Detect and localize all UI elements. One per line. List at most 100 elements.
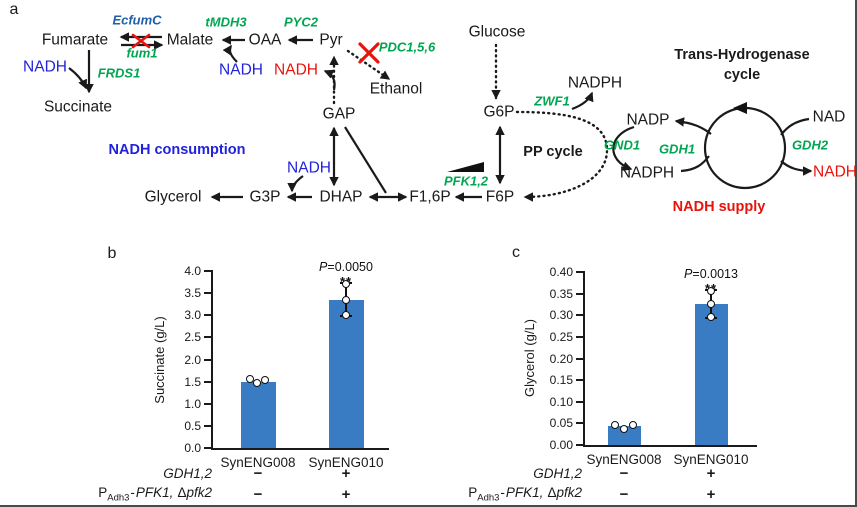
pathway-diagram	[68, 32, 813, 202]
y-axis	[211, 270, 213, 450]
node-f6p: F6P	[485, 188, 515, 206]
p-value: P=0.0050	[319, 260, 373, 275]
y-tick-label: 0.0	[184, 441, 201, 455]
node-nadp: NADP	[626, 111, 670, 129]
data-point	[261, 376, 269, 385]
title-pp-cycle: PP cycle	[523, 143, 583, 160]
data-point	[342, 295, 350, 304]
y-tick	[204, 380, 211, 383]
data-point	[253, 378, 261, 387]
genotype-row2-label: PAdh3-PFK1, Δpfk2	[98, 485, 212, 504]
title-trans-hydrogenase: Trans-Hydrogenase	[674, 46, 810, 63]
x-label-SynENG010: SynENG010	[308, 455, 384, 470]
gene-zwf1: ZWF1	[534, 93, 570, 109]
arrow-nadh-into-mdh	[222, 44, 238, 63]
y-tick-label: 2.5	[184, 330, 201, 345]
genotype-row2-value-syneng010: +	[706, 486, 716, 503]
cofactor-nadh-output: NADH	[813, 163, 857, 181]
y-tick-label: 0.30	[549, 308, 573, 323]
y-tick	[576, 444, 583, 446]
significance-stars: **	[704, 281, 718, 297]
x-label-SynENG008: SynENG008	[586, 452, 662, 467]
y-tick	[576, 292, 583, 295]
title-nadh-supply: NADH supply	[672, 198, 766, 215]
node-glucose: Glucose	[468, 23, 526, 41]
cofactor-nadh-dhap: NADH	[287, 159, 331, 177]
gene-pyc2: PYC2	[284, 14, 318, 30]
node-ethanol: Ethanol	[369, 80, 423, 98]
panel-label-b: b	[107, 245, 117, 262]
red-x-fum1	[131, 33, 151, 49]
data-point	[620, 425, 628, 434]
y-tick	[204, 314, 211, 317]
y-tick-label: 3.5	[184, 286, 201, 301]
bar-SynENG010	[694, 304, 728, 445]
gene-gdh1: GDH1	[658, 141, 696, 157]
genotype-row2-label: PAdh3-PFK1, Δpfk2	[468, 485, 582, 504]
node-f16p: F1,6P	[409, 188, 451, 206]
data-point	[342, 280, 350, 289]
genotype-row1-value-syneng010: +	[341, 465, 351, 482]
bar-SynENG008	[607, 426, 641, 445]
y-tick	[576, 357, 583, 360]
y-tick-label: 0.20	[549, 351, 573, 366]
gene-pfk12: PFK1,2	[443, 173, 489, 189]
gene-gnd1: GND1	[603, 137, 641, 153]
x-label-SynENG008: SynENG008	[220, 455, 296, 470]
node-pyr: Pyr	[319, 31, 343, 49]
x-label-SynENG010: SynENG010	[673, 452, 749, 467]
node-succinate: Succinate	[43, 98, 113, 116]
arrow-nadh-into-g3p	[287, 175, 304, 193]
genotype-row2-value-syneng008: −	[253, 486, 263, 503]
arrow-pyr-to-ethanol-dotted	[346, 49, 391, 81]
pfk-upregulation-wedge	[447, 162, 484, 172]
arrow-nadh-into-frds	[68, 67, 88, 90]
data-point	[707, 287, 715, 296]
y-tick	[576, 271, 583, 273]
significance-stars: **	[339, 274, 353, 290]
title-nadh-consumption: NADH consumption	[108, 141, 246, 158]
y-tick	[576, 400, 583, 403]
cofactor-nadh-gap: NADH	[274, 61, 318, 79]
gene-pdc156: PDC1,5,6	[378, 39, 436, 55]
data-point	[342, 311, 350, 320]
y-tick	[204, 270, 211, 272]
y-tick-label: 0.15	[549, 373, 573, 388]
y-tick	[576, 335, 583, 338]
y-tick-label: 0.10	[549, 394, 573, 409]
arrow-nadp-to-nadph-gnd1	[612, 125, 635, 171]
y-tick-label: 2.0	[184, 352, 201, 367]
genotype-row1-label: GDH1,2	[533, 466, 582, 481]
cycle-direction-arrowhead	[733, 102, 747, 114]
title-trans-hydrogenase-cycle: cycle	[723, 66, 761, 83]
panel-label-c: c	[512, 244, 520, 261]
p-value: P=0.0013	[684, 267, 738, 282]
x-axis	[211, 448, 389, 450]
node-malate: Malate	[166, 31, 214, 49]
y-tick	[576, 379, 583, 382]
panel-label-a: a	[9, 1, 19, 18]
y-tick-label: 0.05	[549, 416, 573, 431]
y-tick	[204, 402, 211, 405]
genotype-row1-value-syneng008: −	[619, 465, 629, 482]
gene-frds1: FRDS1	[97, 65, 141, 81]
y-tick	[576, 422, 583, 425]
red-x-pdc	[358, 42, 380, 64]
y-tick-label: 3.0	[184, 308, 201, 323]
y-axis-label: Glycerol (g/L)	[522, 318, 537, 398]
figure-border-bottom	[0, 505, 857, 507]
y-tick-label: 0.5	[184, 418, 201, 433]
y-tick-label: 0.00	[549, 438, 573, 452]
y-tick	[204, 336, 211, 339]
data-point	[629, 420, 637, 429]
cofactor-nadh-malate: NADH	[219, 61, 263, 79]
gene-fum1: fum1	[126, 45, 158, 61]
y-tick-label: 0.35	[549, 286, 573, 301]
y-tick-label: 0.40	[549, 265, 573, 279]
data-point	[707, 313, 715, 322]
arrow-pp-cycle-to-f6p-dotted	[515, 110, 609, 202]
node-gap: GAP	[322, 105, 356, 123]
y-tick	[204, 292, 211, 295]
